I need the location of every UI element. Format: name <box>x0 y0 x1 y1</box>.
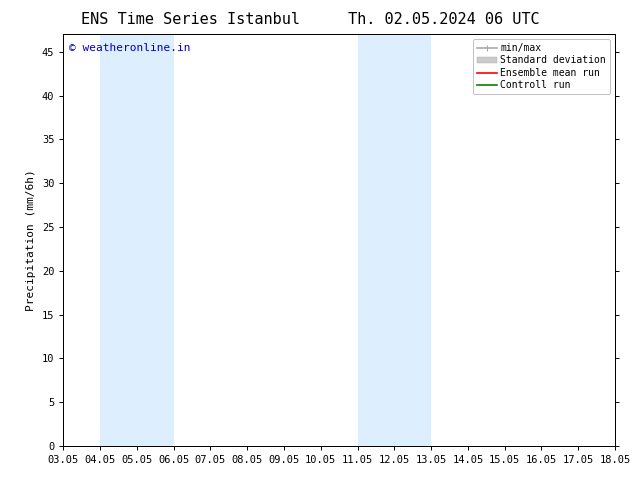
Legend: min/max, Standard deviation, Ensemble mean run, Controll run: min/max, Standard deviation, Ensemble me… <box>473 39 610 94</box>
Text: © weatheronline.in: © weatheronline.in <box>69 43 190 52</box>
Bar <box>358 34 431 446</box>
Y-axis label: Precipitation (mm/6h): Precipitation (mm/6h) <box>27 169 36 311</box>
Text: Th. 02.05.2024 06 UTC: Th. 02.05.2024 06 UTC <box>348 12 540 27</box>
Bar <box>100 34 174 446</box>
Text: ENS Time Series Istanbul: ENS Time Series Istanbul <box>81 12 300 27</box>
Bar <box>615 34 633 446</box>
